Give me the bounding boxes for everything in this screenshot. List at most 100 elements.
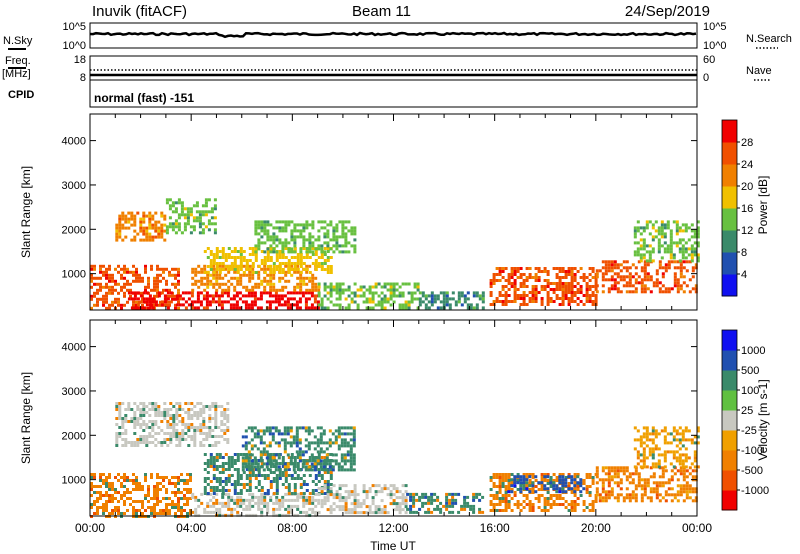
power-cell-0 xyxy=(126,282,129,286)
velocity-cell-1 xyxy=(290,498,294,502)
velocity-cell-5 xyxy=(495,494,499,497)
velocity-cell-2 xyxy=(293,477,297,480)
power-cell-0 xyxy=(162,276,165,280)
velocity-cell-2 xyxy=(227,474,231,477)
power-cell-10 xyxy=(317,244,321,248)
power-cell-1 xyxy=(280,303,284,307)
power-cell-10 xyxy=(293,235,297,239)
power-cell-5 xyxy=(540,297,544,300)
power-cell-1 xyxy=(157,294,161,298)
power-cell-11 xyxy=(642,247,646,251)
velocity-cell-5 xyxy=(582,500,586,503)
power-cell-1 xyxy=(199,303,203,307)
velocity-cell-9 xyxy=(250,438,254,442)
power-cell-7 xyxy=(118,232,122,236)
power-cell-6 xyxy=(595,275,599,279)
velocity-cell-3 xyxy=(317,511,321,515)
power-cell-5 xyxy=(591,285,595,288)
power-cell-3 xyxy=(407,306,411,310)
velocity-cell-1 xyxy=(251,492,255,496)
power-cell-1 xyxy=(259,294,263,298)
velocity-cell-5 xyxy=(576,497,580,500)
power-cell-6 xyxy=(640,290,644,294)
velocity-cell-7 xyxy=(688,472,692,476)
power-cell-2 xyxy=(227,285,231,289)
velocity-cell-5 xyxy=(501,485,505,488)
power-cell-10 xyxy=(350,232,354,236)
velocity-cell-2 xyxy=(272,480,276,483)
power-cell-11 xyxy=(639,247,643,251)
velocity-cell-2 xyxy=(230,474,234,477)
power-cell-3 xyxy=(401,306,405,310)
power-cell-4 xyxy=(475,294,479,298)
velocity-cell-8 xyxy=(220,423,224,426)
power-cell-4 xyxy=(427,306,431,310)
velocity-cell-5 xyxy=(531,473,535,476)
power-cell-0 xyxy=(108,306,111,310)
velocity-cell-8 xyxy=(160,420,164,423)
power-cell-3 xyxy=(335,297,339,301)
velocity-cell-8 xyxy=(223,414,227,417)
velocity-cell-0 xyxy=(147,500,150,503)
velocity-cell-3 xyxy=(353,487,357,491)
velocity-cell-2 xyxy=(305,489,309,492)
velocity-cell-7 xyxy=(682,484,686,488)
power-cell-6 xyxy=(601,275,605,279)
velocity-cell-2 xyxy=(203,477,207,480)
power-cell-9 xyxy=(209,250,213,253)
power-cell-2 xyxy=(200,282,204,286)
power-cell-8 xyxy=(177,225,181,229)
velocity-cell-0 xyxy=(165,488,168,491)
power-cell-2 xyxy=(281,288,285,292)
velocity-cell-8 xyxy=(169,441,173,444)
velocity-cell-10 xyxy=(654,432,658,436)
power-cell-6 xyxy=(643,272,647,276)
velocity-cell-3 xyxy=(323,499,327,503)
power-cell-10 xyxy=(275,250,279,254)
velocity-cell-4 xyxy=(409,504,413,508)
velocity-cell-9 xyxy=(352,435,356,439)
velocity-cell-2 xyxy=(224,489,228,492)
velocity-cell-5 xyxy=(495,491,499,494)
velocity-cell-3 xyxy=(332,493,336,497)
velocity-cell-3 xyxy=(353,511,357,515)
velocity-cell-1 xyxy=(263,501,267,505)
velocity-cell-10 xyxy=(690,462,694,466)
power-cell-2 xyxy=(191,267,195,271)
velocity-cell-7 xyxy=(613,466,617,470)
velocity-cell-8 xyxy=(172,432,176,435)
power-cell-7 xyxy=(142,217,146,221)
power-cell-11 xyxy=(633,229,637,233)
velocity-cell-5 xyxy=(510,488,514,491)
velocity-xtick-label-3: 12:00 xyxy=(378,521,408,535)
velocity-cell-0 xyxy=(93,476,96,479)
velocity-cell-7 xyxy=(598,499,602,503)
power-cell-10 xyxy=(257,244,261,248)
velocity-cell-4 xyxy=(478,507,482,511)
power-cell-6 xyxy=(628,272,632,276)
velocity-cell-9 xyxy=(259,450,263,454)
power-cell-8 xyxy=(198,225,202,229)
velocity-cell-2 xyxy=(296,462,300,465)
power-cell-0 xyxy=(171,267,174,271)
velocity-cell-3 xyxy=(404,502,408,506)
velocity-cell-8 xyxy=(226,426,230,429)
power-cell-5 xyxy=(516,270,520,273)
velocity-cell-10 xyxy=(684,456,688,460)
velocity-cell-1 xyxy=(224,501,228,505)
velocity-cell-10 xyxy=(672,426,676,430)
power-cell-4 xyxy=(418,303,422,307)
velocity-cell-10 xyxy=(666,441,670,445)
velocity-cell-3 xyxy=(338,499,342,503)
velocity-cell-0 xyxy=(180,509,183,512)
velocity-cell-9 xyxy=(280,432,284,436)
power-cell-6 xyxy=(634,281,638,285)
velocity-cell-2 xyxy=(293,456,297,459)
power-cell-10 xyxy=(338,220,342,224)
velocity-cell-5 xyxy=(585,485,589,488)
power-cell-9 xyxy=(209,265,213,268)
power-cell-6 xyxy=(691,287,695,291)
velocity-cell-6 xyxy=(531,481,535,485)
velocity-cell-2 xyxy=(266,477,270,480)
power-cell-0 xyxy=(138,279,141,283)
